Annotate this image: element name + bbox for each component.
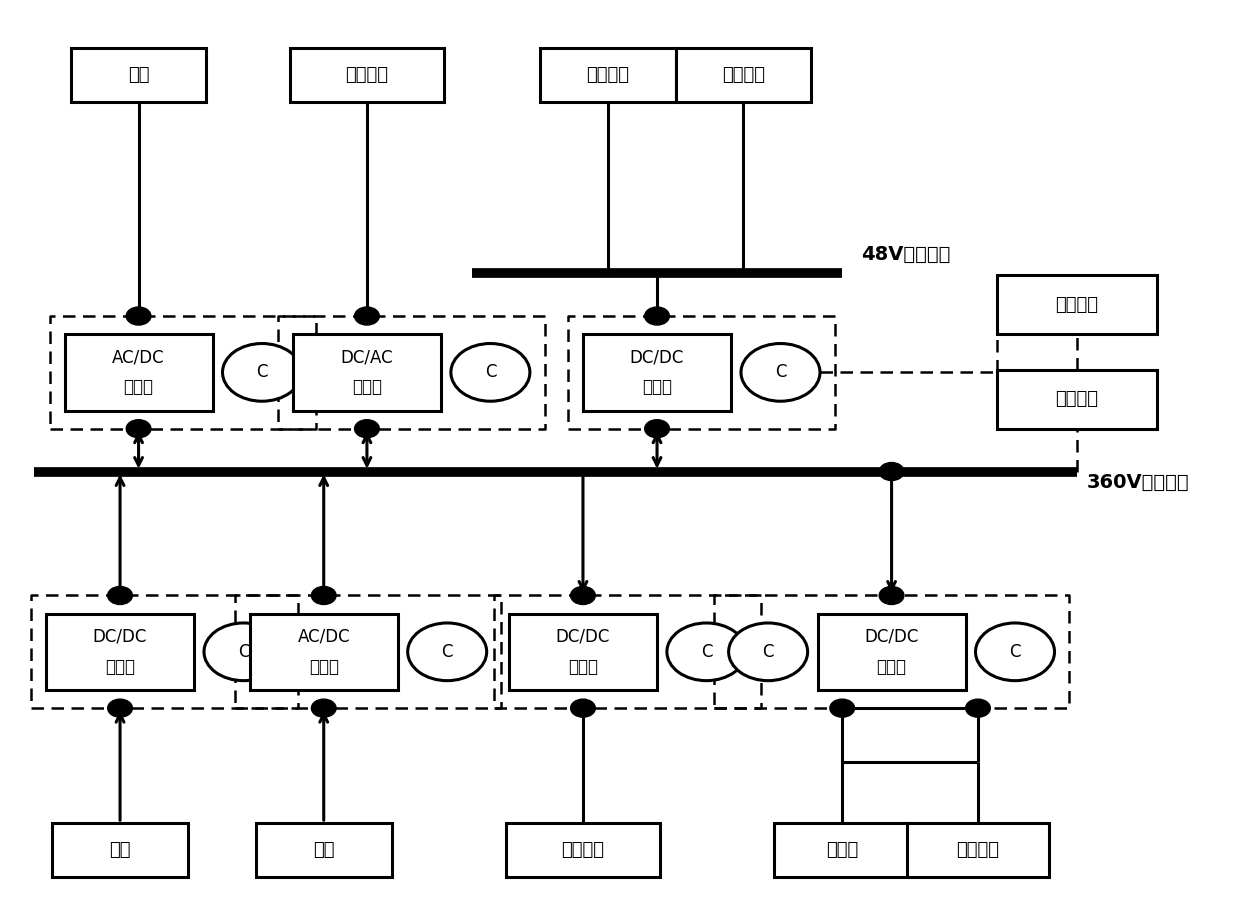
Text: 变换器: 变换器 <box>352 378 382 396</box>
Bar <box>293 334 441 411</box>
Bar <box>64 334 212 411</box>
Circle shape <box>355 420 379 438</box>
Text: 48V直流母线: 48V直流母线 <box>861 245 950 264</box>
Text: C: C <box>775 364 786 381</box>
Text: C: C <box>441 643 453 661</box>
Circle shape <box>126 307 151 325</box>
Bar <box>46 613 195 690</box>
Circle shape <box>408 623 486 680</box>
Circle shape <box>126 420 151 438</box>
Circle shape <box>667 623 746 680</box>
Text: 变换器: 变换器 <box>568 658 598 676</box>
Text: 变换器: 变换器 <box>877 658 906 676</box>
Circle shape <box>222 344 301 401</box>
Text: 光伏: 光伏 <box>109 841 130 859</box>
Bar <box>997 370 1157 429</box>
Circle shape <box>729 623 807 680</box>
Text: AC/DC: AC/DC <box>113 348 165 366</box>
Circle shape <box>966 699 991 717</box>
Circle shape <box>108 587 133 604</box>
Circle shape <box>108 699 133 717</box>
Bar <box>71 48 207 102</box>
Text: 超级电容: 超级电容 <box>956 841 999 859</box>
Text: 蓄电池: 蓄电池 <box>826 841 858 859</box>
Bar <box>52 823 188 877</box>
Text: 风机: 风机 <box>312 841 335 859</box>
Circle shape <box>645 307 670 325</box>
Circle shape <box>311 587 336 604</box>
Circle shape <box>570 699 595 717</box>
Text: DC/DC: DC/DC <box>864 628 919 646</box>
Text: 变换器: 变换器 <box>309 658 339 676</box>
Text: 电网: 电网 <box>128 66 149 83</box>
Text: C: C <box>257 364 268 381</box>
Circle shape <box>830 699 854 717</box>
Text: C: C <box>238 643 249 661</box>
Circle shape <box>879 463 904 481</box>
Circle shape <box>742 344 820 401</box>
Bar <box>506 823 660 877</box>
Bar <box>539 48 676 102</box>
Text: DC/DC: DC/DC <box>556 628 610 646</box>
Bar <box>676 48 811 102</box>
Text: 变换器: 变换器 <box>124 378 154 396</box>
Circle shape <box>355 307 379 325</box>
Circle shape <box>976 623 1054 680</box>
Bar <box>817 613 966 690</box>
Bar <box>583 334 732 411</box>
Text: 变换器: 变换器 <box>105 658 135 676</box>
Text: C: C <box>763 643 774 661</box>
Text: 变换器: 变换器 <box>642 378 672 396</box>
Circle shape <box>645 420 670 438</box>
Bar <box>508 613 657 690</box>
Bar <box>997 276 1157 334</box>
Bar <box>255 823 392 877</box>
Text: C: C <box>701 643 712 661</box>
Text: 360V直流母线: 360V直流母线 <box>1086 473 1189 492</box>
Bar <box>774 823 910 877</box>
Text: 电动汽车: 电动汽车 <box>562 841 604 859</box>
Text: 控制中心: 控制中心 <box>1055 296 1099 314</box>
Text: 通信中心: 通信中心 <box>1055 390 1099 408</box>
Circle shape <box>570 587 595 604</box>
Text: DC/AC: DC/AC <box>341 348 393 366</box>
Circle shape <box>311 699 336 717</box>
Bar <box>249 613 398 690</box>
Circle shape <box>205 623 283 680</box>
Text: C: C <box>1009 643 1021 661</box>
Text: AC/DC: AC/DC <box>298 628 350 646</box>
Text: 直流负载: 直流负载 <box>587 66 629 83</box>
Text: C: C <box>485 364 496 381</box>
Text: 交流负载: 交流负载 <box>346 66 388 83</box>
Circle shape <box>879 587 904 604</box>
Circle shape <box>451 344 529 401</box>
Text: 直流负载: 直流负载 <box>722 66 765 83</box>
Bar <box>290 48 444 102</box>
Text: DC/DC: DC/DC <box>630 348 684 366</box>
Bar <box>906 823 1049 877</box>
Text: DC/DC: DC/DC <box>93 628 148 646</box>
